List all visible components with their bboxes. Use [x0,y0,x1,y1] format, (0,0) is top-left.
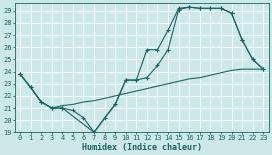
X-axis label: Humidex (Indice chaleur): Humidex (Indice chaleur) [82,143,202,152]
